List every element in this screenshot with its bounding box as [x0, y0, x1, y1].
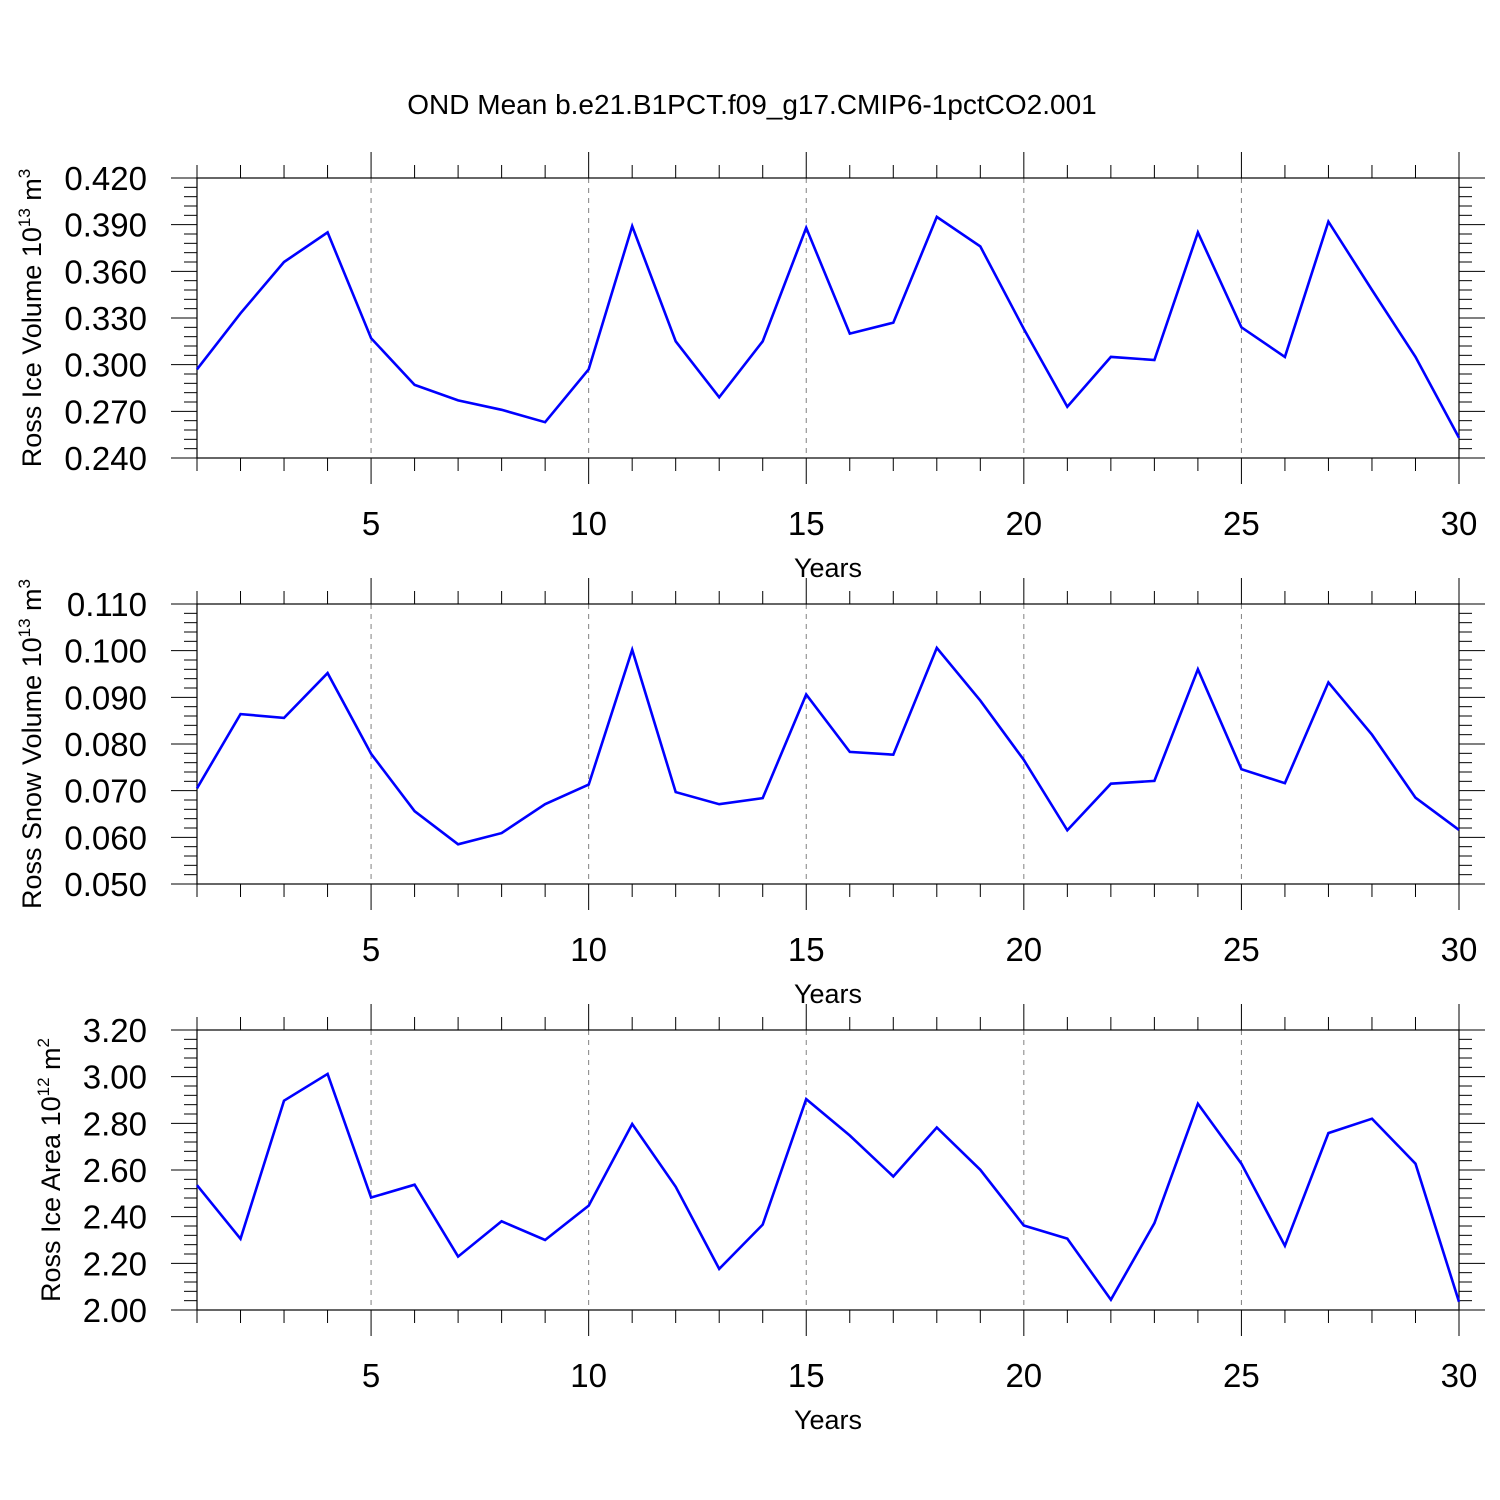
x-tick-label: 5: [362, 1357, 380, 1394]
y-tick-label: 2.60: [83, 1152, 147, 1189]
y-axis-label-text: Ross Ice Area 10: [36, 1096, 66, 1302]
y-axis-label-superscript: 3: [15, 579, 34, 588]
panel-2: 5 10 15 20 25 30 Years 0.050 0.060 0.070 0.080 0.09…: [15, 578, 1485, 1009]
y-axis-label-superscript: 13: [15, 208, 34, 227]
y-tick-label: 0.080: [64, 726, 147, 763]
y-axis-label-text: m: [17, 588, 47, 618]
y-tick-label: 0.360: [64, 253, 147, 290]
y-tick-label: 0.330: [64, 300, 147, 337]
y-tick-label: 0.060: [64, 819, 147, 856]
y-axis-label-text: m: [36, 1047, 66, 1077]
y-tick-label: 2.40: [83, 1199, 147, 1236]
series-line: [195, 214, 1461, 439]
y-tick-label: 2.80: [83, 1105, 147, 1142]
x-tick-label: 20: [1005, 505, 1042, 542]
x-tick-label: 25: [1223, 1357, 1260, 1394]
y-tick-label: 0.240: [64, 440, 147, 477]
y-axis-label: Ross Ice Volume 1013 m3: [15, 169, 47, 468]
y-axis-label-superscript: 13: [15, 618, 34, 637]
x-tick-label: 20: [1005, 1357, 1042, 1394]
x-axis-label: Years: [794, 553, 862, 583]
x-tick-label: 25: [1223, 931, 1260, 968]
y-tick-label: 0.110: [67, 586, 147, 623]
y-tick-label: 0.300: [64, 347, 147, 384]
y-axis-label-text: Ross Ice Volume 10: [17, 227, 47, 467]
x-tick-label: 20: [1005, 931, 1042, 968]
y-tick-label: 3.00: [83, 1059, 147, 1096]
y-tick-label: 0.050: [64, 866, 147, 903]
x-tick-label: 25: [1223, 505, 1260, 542]
y-axis-label-superscript: 2: [34, 1038, 53, 1047]
panel-1: 5 10 15 20 25 30 Years 0.240 0.270 0.300 0.330 0.36…: [15, 152, 1485, 583]
y-axis-label-superscript: 12: [34, 1077, 53, 1096]
x-tick-label: 15: [788, 931, 825, 968]
x-tick-label: 30: [1441, 1357, 1478, 1394]
y-tick-label: 0.090: [64, 679, 147, 716]
y-axis-label: Ross Snow Volume 1013 m3: [15, 579, 47, 909]
x-tick-label: 30: [1441, 505, 1478, 542]
x-tick-label: 5: [362, 505, 380, 542]
x-tick-label: 10: [570, 931, 607, 968]
y-tick-label: 0.070: [64, 773, 147, 810]
x-tick-label: 15: [788, 1357, 825, 1394]
x-tick-label: 10: [570, 1357, 607, 1394]
y-tick-label: 2.20: [83, 1245, 147, 1282]
y-tick-label: 0.270: [64, 393, 147, 430]
x-tick-label: 15: [788, 505, 825, 542]
x-tick-label: 5: [362, 931, 380, 968]
panels-container: 5 10 15 20 25 30Years0.2400.2700.3000.3300.36…: [15, 152, 1485, 1435]
y-axis-label-text: Ross Snow Volume 10: [17, 637, 47, 909]
y-axis-label-superscript: 3: [15, 169, 34, 178]
x-axis-label: Years: [794, 979, 862, 1009]
y-tick-label: 3.20: [83, 1012, 147, 1049]
x-axis-label: Years: [794, 1405, 862, 1435]
series-line: [195, 1071, 1461, 1303]
y-tick-label: 0.390: [64, 207, 147, 244]
x-tick-label: 10: [570, 505, 607, 542]
y-tick-label: 0.420: [64, 160, 147, 197]
figure-title: OND Mean b.e21.B1PCT.f09_g17.CMIP6-1pctC…: [407, 89, 1096, 120]
y-tick-label: 2.00: [83, 1292, 147, 1329]
series-line: [195, 645, 1460, 846]
y-axis-label-text: m: [17, 178, 47, 208]
y-tick-label: 0.100: [64, 633, 147, 670]
x-tick-label: 30: [1441, 931, 1478, 968]
y-axis-label: Ross Ice Area 1012 m2: [34, 1038, 66, 1302]
panel-3: 5 10 15 20 25 30 Years 2.00 2.20 2.40 2.60 2.80 3.00…: [34, 1004, 1485, 1435]
